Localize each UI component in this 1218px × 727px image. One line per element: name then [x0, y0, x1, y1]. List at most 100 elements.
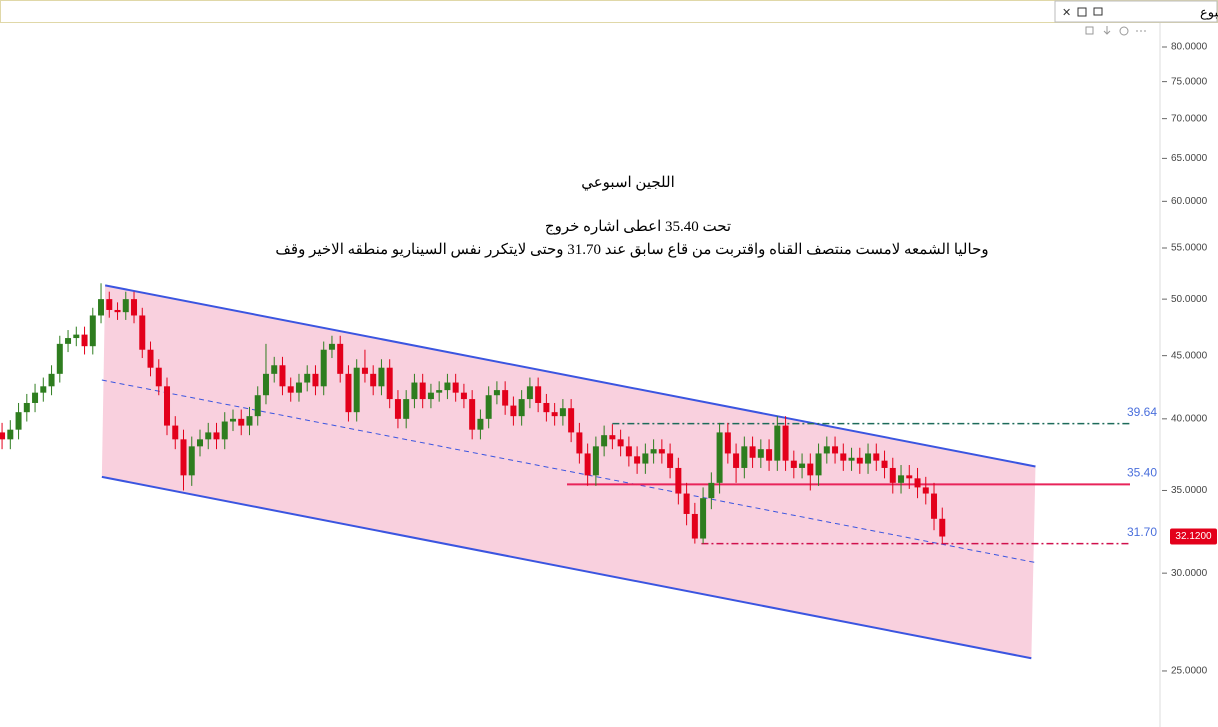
candle-body: [56, 343, 63, 374]
toolbar-icon[interactable]: [1119, 26, 1129, 36]
window-tab[interactable]: [1054, 0, 1218, 23]
candle-body: [353, 367, 360, 413]
candle-body: [691, 513, 698, 539]
candle-body: [469, 399, 476, 430]
top-bar: [0, 0, 1218, 23]
channel-upper: [104, 284, 1036, 468]
candle-body: [254, 395, 261, 417]
candle-body: [592, 446, 599, 476]
candle-body: [0, 432, 6, 440]
y-tick-label: 55.0000: [1171, 243, 1208, 254]
candle-body: [213, 432, 220, 440]
candle-body: [931, 493, 938, 519]
candle-body: [452, 382, 459, 393]
candle-body: [493, 390, 500, 396]
candle-body: [708, 482, 715, 499]
candle-body: [386, 367, 393, 400]
candle-body: [485, 395, 492, 419]
candle-body: [320, 349, 327, 387]
candle-body: [807, 463, 814, 476]
candle-body: [403, 399, 410, 419]
candle-body: [889, 467, 896, 483]
candle-body: [700, 498, 707, 539]
toolbar-icon[interactable]: [1085, 26, 1094, 35]
candle-body: [551, 412, 558, 417]
candle-body: [650, 449, 657, 454]
candle-body: [526, 386, 533, 400]
candle-body: [865, 453, 872, 464]
candle-body: [840, 453, 847, 461]
y-tick-label: 60.0000: [1171, 196, 1208, 207]
candle-body: [155, 367, 162, 387]
candle-body: [667, 453, 674, 468]
candle-body: [658, 449, 665, 454]
candle-body: [683, 493, 690, 514]
candle-body: [799, 463, 806, 468]
candle-body: [790, 460, 797, 468]
candle-body: [419, 382, 426, 400]
candle-body: [675, 467, 682, 494]
candle-body: [7, 429, 14, 440]
candle-body: [73, 334, 80, 339]
annotation: اللجين اسبوعي: [581, 175, 675, 191]
candle-body: [782, 425, 789, 461]
candle-body: [559, 408, 566, 417]
y-tick-label: 35.0000: [1171, 485, 1208, 496]
candle-body: [848, 457, 855, 461]
candle-body: [164, 386, 171, 426]
candle-body: [724, 432, 731, 454]
candle-body: [873, 453, 880, 461]
candle-body: [922, 487, 929, 494]
candle-body: [15, 412, 22, 430]
candle-body: [823, 446, 830, 454]
channel-middle: [101, 379, 1036, 564]
candle-body: [535, 386, 542, 403]
plot-area: 39.64 35.40 31.70: [0, 283, 1157, 660]
candle-body: [370, 373, 377, 387]
candle-body: [716, 432, 723, 483]
candle-body: [172, 425, 179, 440]
toolbar-icon[interactable]: [1103, 26, 1111, 35]
candle-body: [65, 338, 72, 344]
candle-body: [815, 453, 822, 476]
maximize-icon[interactable]: [1077, 7, 1087, 17]
candle-body: [856, 457, 863, 464]
candle-body: [48, 373, 55, 387]
level-label: 35.40: [1127, 466, 1157, 480]
y-tick-label: 70.0000: [1171, 113, 1208, 124]
close-icon[interactable]: ✕: [1062, 7, 1071, 19]
candle-body: [32, 392, 39, 403]
candle-body: [312, 373, 319, 387]
channel-fill: [101, 285, 1036, 659]
candle-body: [229, 418, 236, 422]
candle-body: [568, 408, 575, 433]
candle-body: [271, 365, 278, 374]
y-tick-label: 80.0000: [1171, 42, 1208, 53]
channel-lower: [101, 475, 1032, 660]
candle-body: [361, 367, 368, 374]
candle-body: [40, 386, 47, 393]
candle-body: [436, 390, 443, 393]
level-label: 39.64: [1127, 405, 1157, 419]
candle-body: [246, 416, 253, 426]
candle-body: [460, 392, 467, 400]
candle-body: [122, 299, 129, 313]
candle-body: [510, 405, 517, 417]
candle-body: [733, 453, 740, 468]
candle-body: [832, 446, 839, 454]
candle-body: [914, 478, 921, 488]
candle-body: [345, 373, 352, 413]
candle-body: [881, 460, 888, 468]
candle-body: [749, 446, 756, 458]
candle-body: [518, 399, 525, 417]
candle-body: [238, 418, 245, 426]
y-tick-label: 25.0000: [1171, 666, 1208, 677]
candle-body: [304, 373, 311, 383]
candle-body: [642, 453, 649, 464]
candle-body: [98, 299, 105, 316]
restore-icon[interactable]: [1093, 7, 1103, 16]
candle-body: [411, 382, 418, 400]
candle-body: [774, 425, 781, 461]
candle-body: [601, 435, 608, 447]
last-price-box: [1170, 528, 1217, 545]
